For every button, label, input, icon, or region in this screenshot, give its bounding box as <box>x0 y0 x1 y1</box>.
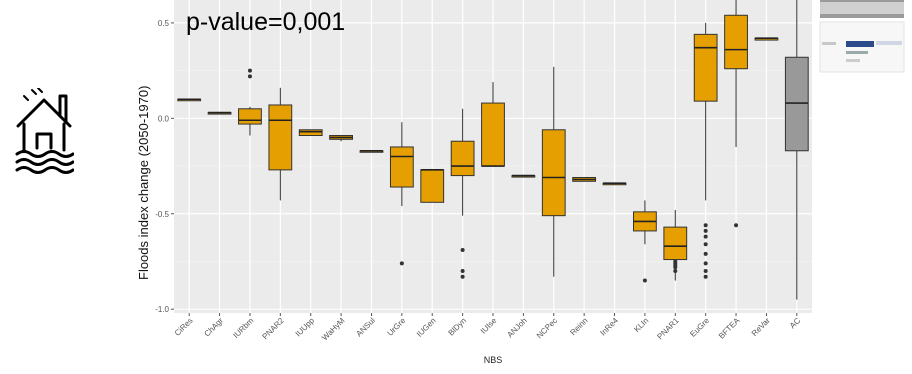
x-tick-label: WaHyM <box>320 316 347 343</box>
thumbnail-logo-bar <box>846 41 874 47</box>
outlier-point <box>247 68 252 73</box>
outlier-point <box>703 274 708 279</box>
outlier-point <box>673 269 678 274</box>
box-IUGen <box>420 169 445 203</box>
x-tick-label: UrGre <box>386 316 408 338</box>
wave-1 <box>15 150 74 158</box>
wave-3 <box>15 166 74 174</box>
outlier-point <box>703 228 708 233</box>
x-tick-label: BFTEA <box>717 316 742 341</box>
box-PNAR1 <box>663 226 688 261</box>
thumbnail-line <box>846 59 860 62</box>
outlier-point <box>703 242 708 247</box>
thumbnail-photo-strip-light <box>820 2 904 14</box>
x-tick-label: ANJoh <box>505 316 528 339</box>
chimney <box>58 94 68 124</box>
outlier-point <box>673 265 678 270</box>
box-IURbm <box>238 108 262 125</box>
x-tick-label: IUGen <box>415 316 438 339</box>
box-EuGre <box>693 33 718 102</box>
box-IUUpp <box>298 129 323 137</box>
outlier-point <box>703 223 708 228</box>
thumbnail-line <box>822 42 836 45</box>
outlier-point <box>734 223 739 228</box>
thumbnail-line <box>846 51 868 54</box>
slide-thumbnail <box>812 0 912 75</box>
flood-house-icon <box>15 88 74 174</box>
thumbnail-line <box>876 41 902 45</box>
x-tick-label: AC <box>788 316 802 330</box>
y-axis-label: Floods index change (2050-1970) <box>136 85 151 280</box>
box-IUIse <box>481 102 505 167</box>
box-BFTEA <box>724 14 748 70</box>
x-tick-label: KLIn <box>632 316 650 334</box>
slide-thumbnail-graphic <box>819 0 905 73</box>
box-UrGre <box>389 146 414 188</box>
box-AC <box>784 56 809 152</box>
box-BlDyn <box>450 140 475 177</box>
outlier-point <box>703 269 708 274</box>
x-tick-label: IUIse <box>479 316 499 336</box>
wave-2 <box>15 158 74 166</box>
outlier-point <box>460 269 465 274</box>
x-tick-label: ANSul <box>354 316 377 339</box>
x-tick-label: Reinn <box>568 316 589 337</box>
x-tick-label: IUUpp <box>294 316 317 339</box>
x-axis-label: NBS <box>484 355 503 365</box>
house-walls <box>22 122 66 152</box>
y-tick-label: -1.0 <box>155 305 169 314</box>
x-tick-label: PNAR1 <box>655 316 681 342</box>
outlier-point <box>460 248 465 253</box>
pvalue-annotation: p-value=0,001 <box>186 8 346 36</box>
outlier-point <box>703 261 708 266</box>
house-door <box>35 132 53 150</box>
x-tick-label: IURbm <box>231 316 255 340</box>
roof-line <box>16 98 72 128</box>
x-tick-label: CiRes <box>173 316 195 338</box>
x-tick-label: EuGre <box>688 316 711 339</box>
outlier-point <box>703 234 708 239</box>
x-tick-label: PNAR2 <box>261 316 287 342</box>
outlier-point <box>247 74 252 79</box>
x-tick-label: NCPec <box>535 316 559 340</box>
x-tick-label: BlDyn <box>447 316 468 337</box>
x-tick-label: ReVar <box>750 316 772 338</box>
x-tick-label: InRe4 <box>598 316 620 338</box>
x-tick-label: ChAgr <box>203 316 226 339</box>
rain-marks <box>23 88 43 101</box>
y-tick-label: 0.0 <box>158 114 170 123</box>
y-tick-label: -0.5 <box>155 210 169 219</box>
box-NCPec <box>541 129 566 217</box>
outlier-point <box>642 278 647 283</box>
outlier-point <box>703 251 708 256</box>
outlier-point <box>399 261 404 266</box>
outlier-point <box>460 274 465 279</box>
box-PNAR2 <box>268 104 293 171</box>
y-tick-label: 0.5 <box>158 19 170 28</box>
